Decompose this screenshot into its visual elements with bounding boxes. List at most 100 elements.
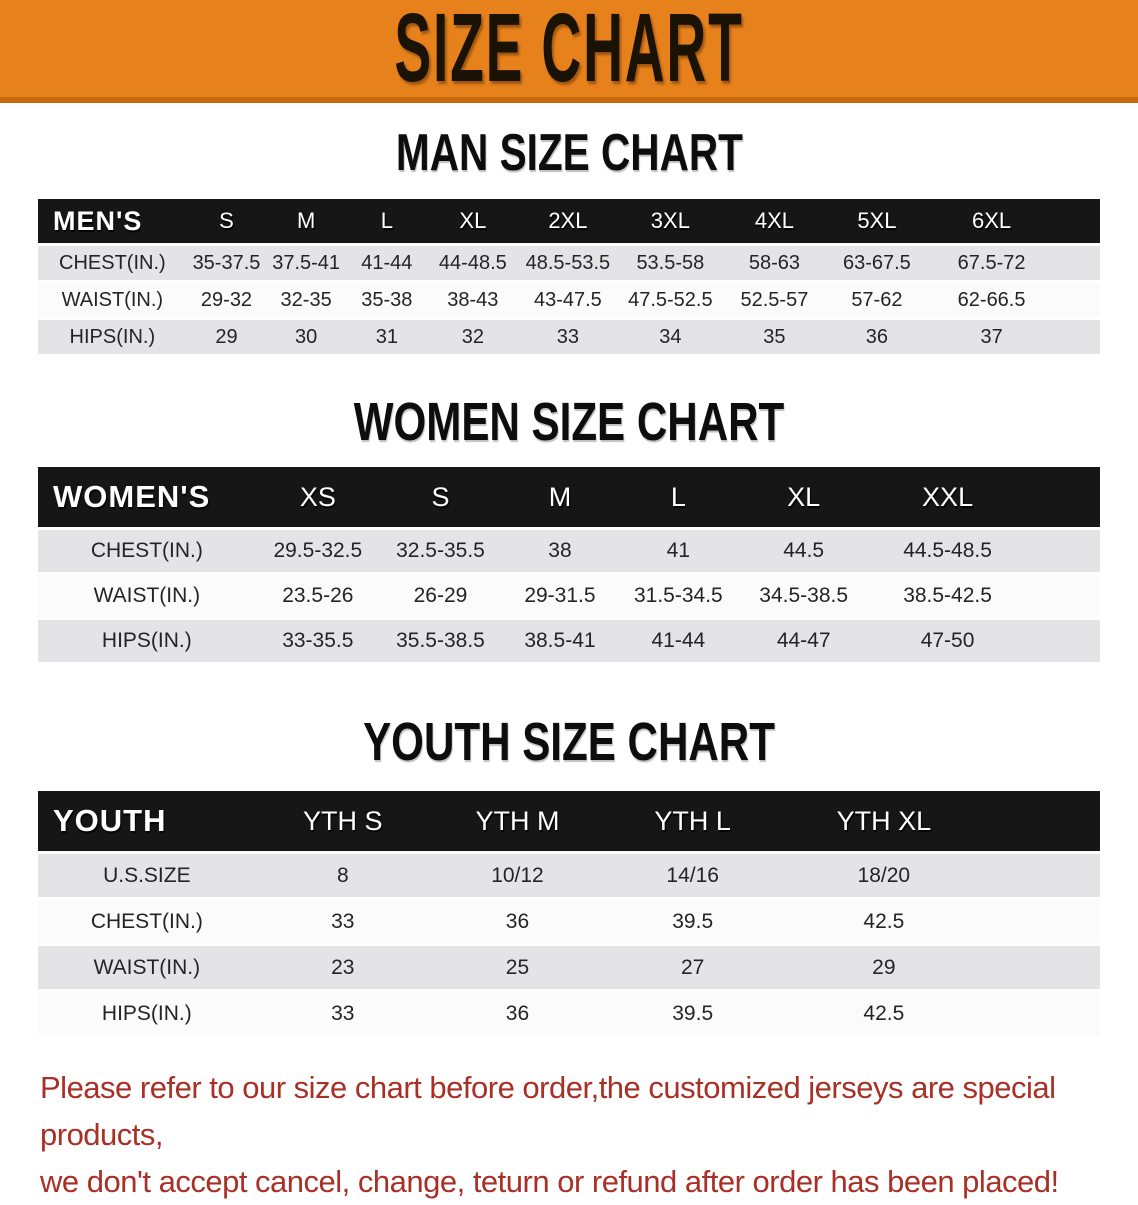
measurement-value: 14/16 (605, 854, 781, 900)
measurement-value: 57-62 (825, 283, 928, 320)
measurement-value: 25 (429, 946, 606, 992)
women-section-heading-text: WOMEN SIZE CHART (353, 392, 785, 452)
measurement-value: 29 (186, 320, 267, 357)
measurement-value: 33 (255, 992, 430, 1038)
measurement-value: 38 (501, 530, 619, 575)
measurement-value: 41-44 (618, 620, 738, 665)
measurement-row-label: CHEST(IN.) (38, 530, 256, 575)
women-size-section: WOMEN SIZE CHART WOMEN'S XS S M L XL XXL CHEST… (0, 393, 1138, 665)
measurement-row-label: CHEST(IN.) (38, 900, 256, 946)
youth-section-heading: YOUTH SIZE CHART (0, 713, 1138, 771)
measurement-row-label: HIPS(IN.) (38, 992, 256, 1038)
size-column-header: YTH M (429, 791, 606, 854)
measurement-value: 33 (255, 900, 430, 946)
size-column-header: 5XL (825, 199, 928, 246)
order-disclaimer: Please refer to our size chart before or… (40, 1064, 1138, 1205)
measurement-value: 38.5-42.5 (869, 575, 1026, 620)
measurement-value: 35.5-38.5 (379, 620, 502, 665)
measurement-value: 58-63 (722, 246, 826, 283)
men-size-section: MAN SIZE CHART MEN'S S M L XL 2XL 3XL 4XL 5XL 6XL… (0, 125, 1138, 357)
row-spacer (987, 992, 1100, 1038)
row-spacer (987, 854, 1100, 900)
measurement-value: 34 (617, 320, 723, 357)
header-spacer (1055, 199, 1100, 246)
women-section-heading: WOMEN SIZE CHART (0, 393, 1138, 451)
measurement-value: 39.5 (605, 992, 781, 1038)
measurement-value: 35-38 (345, 283, 428, 320)
measurement-value: 10/12 (429, 854, 606, 900)
measurement-row: CHEST(IN.) 35-37.5 37.5-41 41-44 44-48.5 48.5… (38, 246, 1100, 283)
measurement-value: 29 (780, 946, 988, 992)
measurement-row-label: WAIST(IN.) (38, 946, 256, 992)
measurement-value: 63-67.5 (825, 246, 928, 283)
measurement-row: CHEST(IN.) 33 36 39.5 42.5 (38, 900, 1100, 946)
row-spacer (987, 900, 1100, 946)
size-column-header: L (345, 199, 428, 246)
measurement-value: 29.5-32.5 (255, 530, 380, 575)
row-spacer (1025, 575, 1100, 620)
men-section-heading-text: MAN SIZE CHART (395, 124, 743, 182)
measurement-value: 47-50 (869, 620, 1026, 665)
size-table-header-row: WOMEN'S XS S M L XL XXL (38, 467, 1100, 530)
row-spacer (1055, 283, 1100, 320)
measurement-row: HIPS(IN.) 33-35.5 35.5-38.5 38.5-41 41-44 44-… (38, 620, 1100, 665)
header-spacer (1025, 467, 1100, 530)
row-spacer (1055, 246, 1100, 283)
measurement-value: 42.5 (780, 900, 988, 946)
size-chart-banner: SIZE CHART (0, 0, 1138, 103)
measurement-value: 43-47.5 (517, 283, 618, 320)
banner-title: SIZE CHART (394, 0, 744, 103)
men-size-table: MEN'S S M L XL 2XL 3XL 4XL 5XL 6XL CHEST(IN.) 35-3… (38, 199, 1100, 357)
size-column-header: XL (427, 199, 518, 246)
measurement-value: 27 (605, 946, 781, 992)
size-column-header: 4XL (722, 199, 826, 246)
men-section-heading: MAN SIZE CHART (0, 125, 1138, 181)
measurement-value: 36 (429, 900, 606, 946)
women-size-table: WOMEN'S XS S M L XL XXL CHEST(IN.) 29.5-32.5 32.… (38, 467, 1100, 665)
size-table-header-row: MEN'S S M L XL 2XL 3XL 4XL 5XL 6XL (38, 199, 1100, 246)
table-group-label: MEN'S (38, 199, 187, 246)
measurement-value: 34.5-38.5 (737, 575, 870, 620)
measurement-value: 33-35.5 (255, 620, 380, 665)
measurement-value: 41-44 (345, 246, 428, 283)
row-spacer (1055, 320, 1100, 357)
youth-section-heading-text: YOUTH SIZE CHART (363, 712, 775, 772)
measurement-value: 52.5-57 (722, 283, 826, 320)
size-column-header: L (618, 467, 738, 530)
measurement-value: 42.5 (780, 992, 988, 1038)
youth-size-table: YOUTH YTH S YTH M YTH L YTH XL U.S.SIZE 8 10/1… (38, 791, 1100, 1038)
measurement-value: 18/20 (780, 854, 988, 900)
measurement-row-label: U.S.SIZE (38, 854, 256, 900)
size-column-header: YTH L (605, 791, 781, 854)
header-spacer (987, 791, 1100, 854)
row-spacer (1025, 530, 1100, 575)
measurement-value: 48.5-53.5 (517, 246, 618, 283)
size-column-header: S (186, 199, 267, 246)
measurement-value: 35-37.5 (186, 246, 267, 283)
measurement-value: 29-32 (186, 283, 267, 320)
measurement-row-label: HIPS(IN.) (38, 320, 187, 357)
row-spacer (987, 946, 1100, 992)
measurement-row: WAIST(IN.) 23 25 27 29 (38, 946, 1100, 992)
measurement-value: 35 (722, 320, 826, 357)
measurement-row: U.S.SIZE 8 10/12 14/16 18/20 (38, 854, 1100, 900)
measurement-value: 41 (618, 530, 738, 575)
row-spacer (1025, 620, 1100, 665)
measurement-value: 38.5-41 (501, 620, 619, 665)
measurement-value: 32-35 (266, 283, 346, 320)
measurement-value: 62-66.5 (927, 283, 1056, 320)
measurement-value: 30 (266, 320, 346, 357)
measurement-value: 44.5 (737, 530, 870, 575)
measurement-row-label: WAIST(IN.) (38, 575, 256, 620)
measurement-row-label: CHEST(IN.) (38, 246, 187, 283)
measurement-value: 26-29 (379, 575, 502, 620)
measurement-row: WAIST(IN.) 23.5-26 26-29 29-31.5 31.5-34.5 34… (38, 575, 1100, 620)
measurement-value: 44-47 (737, 620, 870, 665)
measurement-value: 23 (255, 946, 430, 992)
measurement-value: 32 (427, 320, 518, 357)
size-column-header: 3XL (617, 199, 723, 246)
measurement-value: 36 (429, 992, 606, 1038)
measurement-row: HIPS(IN.) 33 36 39.5 42.5 (38, 992, 1100, 1038)
size-table-header-row: YOUTH YTH S YTH M YTH L YTH XL (38, 791, 1100, 854)
measurement-row-label: WAIST(IN.) (38, 283, 187, 320)
